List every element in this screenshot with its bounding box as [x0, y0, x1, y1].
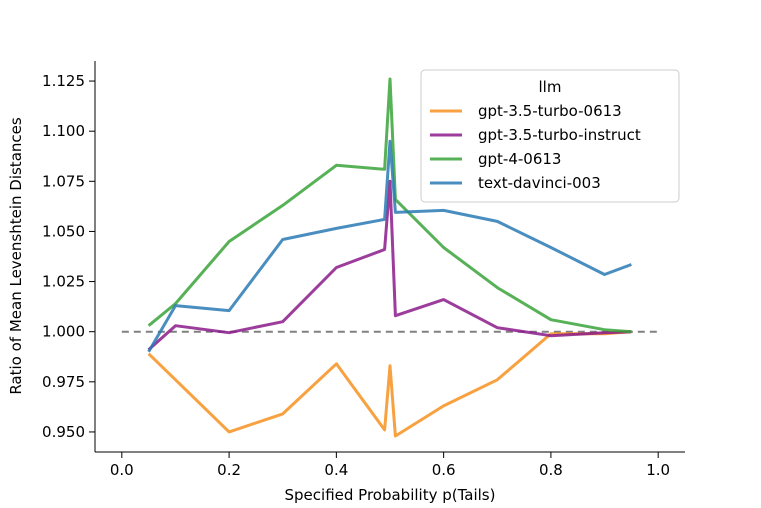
legend-label: gpt-4-0613	[478, 150, 561, 168]
legend: llm gpt-3.5-turbo-0613 gpt-3.5-turbo-inst…	[420, 69, 680, 203]
series-line-gpt-3.5-turbo-instruct	[147, 179, 632, 351]
x-tick-label: 0.4	[324, 461, 348, 479]
legend-label: gpt-3.5-turbo-instruct	[478, 126, 641, 144]
y-tick-label: 1.075	[42, 172, 85, 190]
legend-entries: gpt-3.5-turbo-0613 gpt-3.5-turbo-instruct…	[430, 102, 641, 192]
x-ticks: 0.0 0.2 0.4 0.6 0.8 1.0	[110, 452, 670, 479]
plot-area	[94, 61, 685, 453]
x-tick-label: 0.0	[110, 461, 134, 479]
x-axis-label: Specified Probability p(Tails)	[285, 486, 496, 504]
y-tick-label: 1.000	[42, 323, 85, 341]
series-layer	[147, 77, 632, 438]
y-ticks: 0.950 0.975 1.000 1.025 1.050 1.075 1.100 1.125	[42, 72, 95, 441]
series-line-gpt-4-0613	[147, 77, 632, 334]
legend-label: gpt-3.5-turbo-0613	[478, 102, 622, 120]
x-tick-label: 1.0	[646, 461, 670, 479]
x-tick-label: 0.8	[539, 461, 563, 479]
legend-title: llm	[539, 78, 562, 96]
y-tick-label: 1.100	[42, 122, 85, 140]
y-tick-label: 1.025	[42, 273, 85, 291]
series-line-gpt-3.5-turbo-0613	[147, 330, 632, 438]
y-axis-label: Ratio of Mean Levenshtein Distances	[7, 117, 25, 395]
x-tick-label: 0.6	[432, 461, 456, 479]
y-tick-label: 0.975	[42, 373, 85, 391]
x-tick-label: 0.2	[217, 461, 241, 479]
y-tick-label: 1.125	[42, 72, 85, 90]
y-tick-label: 0.950	[42, 423, 85, 441]
legend-frame	[420, 69, 680, 203]
legend-label: text-davinci-003	[478, 174, 601, 192]
y-tick-label: 1.050	[42, 222, 85, 240]
series-line-text-davinci-003	[147, 139, 632, 353]
